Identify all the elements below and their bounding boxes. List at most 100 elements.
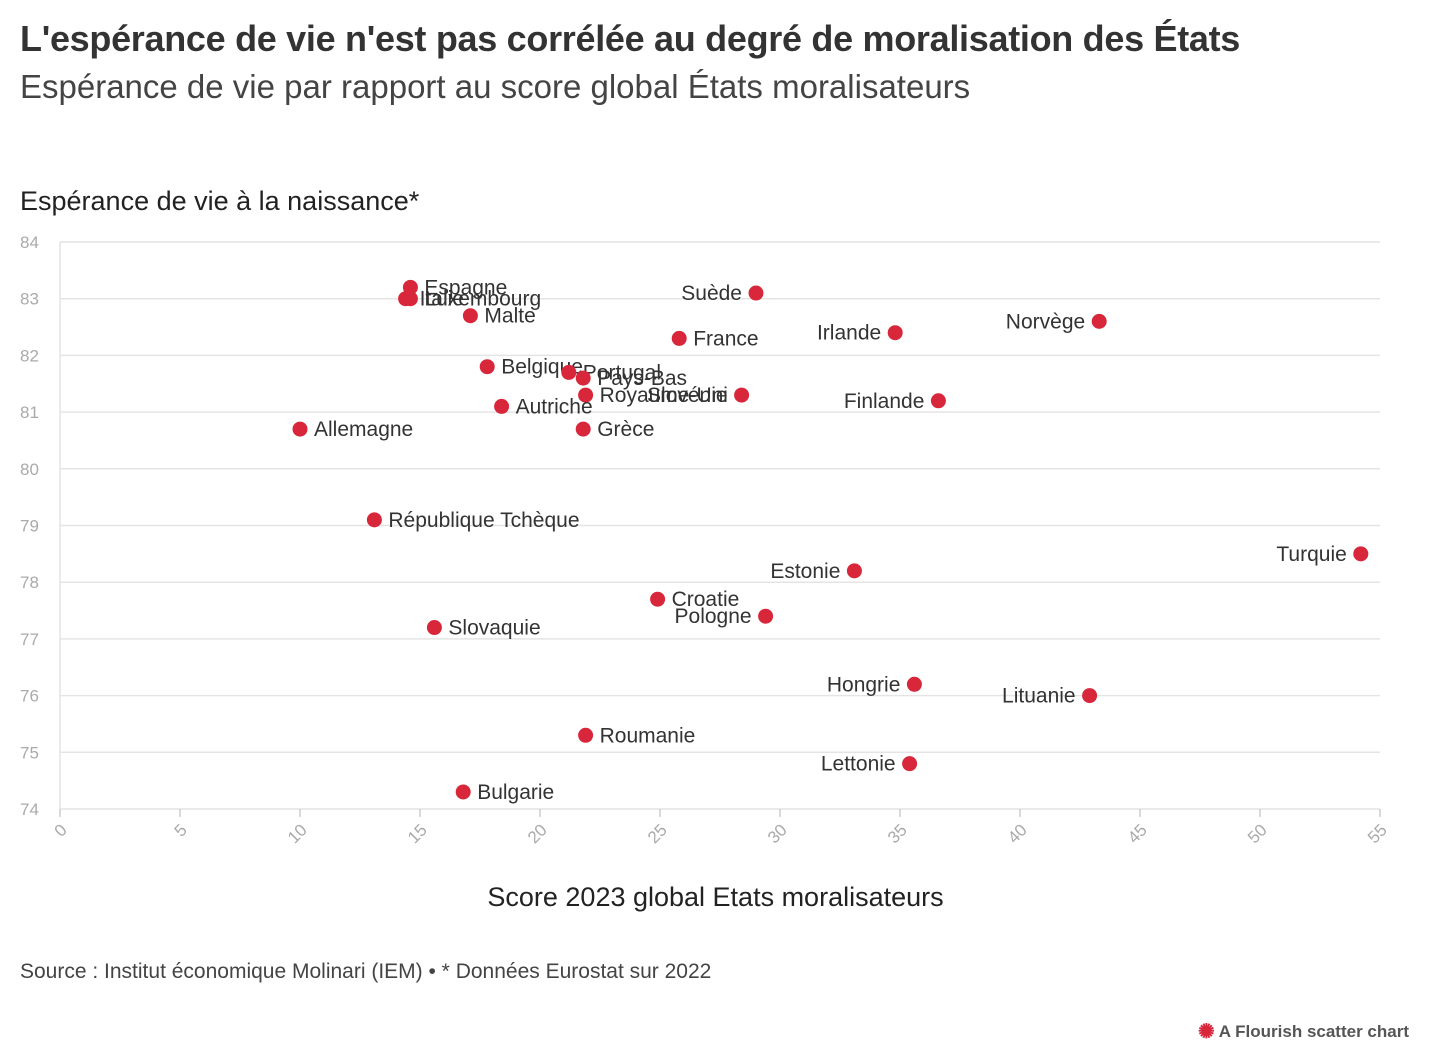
point-label: Croatie xyxy=(672,588,740,611)
x-tick-label: 55 xyxy=(1364,820,1391,847)
point-label: Luxembourg xyxy=(424,288,541,311)
point-marker[interactable] xyxy=(426,620,442,636)
scatter-point[interactable]: Slovaquie xyxy=(426,617,541,640)
point-label: Espagne xyxy=(424,276,507,299)
scatter-point[interactable]: Espagne xyxy=(402,276,507,299)
grid-lines xyxy=(60,241,1380,810)
source-note: Source : Institut économique Molinari (I… xyxy=(20,960,712,983)
scatter-point[interactable]: Estonie xyxy=(770,560,862,583)
point-marker[interactable] xyxy=(479,359,495,375)
point-marker[interactable] xyxy=(292,421,308,437)
x-tick-label: 50 xyxy=(1244,820,1271,847)
y-tick-label: 79 xyxy=(20,517,39,536)
point-marker[interactable] xyxy=(455,784,471,800)
y-tick-label: 84 xyxy=(20,233,39,252)
point-label: Pologne xyxy=(675,605,752,628)
scatter-point[interactable]: Turquie xyxy=(1276,543,1369,566)
point-marker[interactable] xyxy=(578,387,594,403)
point-label: Bulgarie xyxy=(477,781,554,804)
y-tick-label: 83 xyxy=(20,290,39,309)
x-tick-label: 30 xyxy=(764,820,791,847)
point-label: France xyxy=(693,327,758,350)
chart-subtitle: Espérance de vie par rapport au score gl… xyxy=(20,68,971,105)
point-marker[interactable] xyxy=(402,291,418,307)
x-tick-label: 5 xyxy=(171,820,191,840)
point-label: Italie xyxy=(420,288,464,311)
scatter-point[interactable]: Royaume-Uni xyxy=(578,384,728,407)
y-tick-label: 75 xyxy=(20,743,39,762)
x-tick-label: 0 xyxy=(51,820,71,840)
y-tick-label: 77 xyxy=(20,630,39,649)
axes: 74 75 76 77 78 79 80 81 82 83 84 0 5 10 15 20 25 30 35 40 45… xyxy=(20,233,1391,847)
scatter-point[interactable]: Slovénie xyxy=(647,384,750,407)
scatter-point[interactable]: Malte xyxy=(462,305,536,328)
scatter-point[interactable]: Lettonie xyxy=(821,753,918,776)
point-marker[interactable] xyxy=(561,364,577,380)
point-marker[interactable] xyxy=(1353,546,1369,562)
flourish-credit[interactable]: ✺ A Flourish scatter chart xyxy=(1198,1022,1409,1042)
scatter-point[interactable]: Hongrie xyxy=(827,673,922,696)
scatter-point[interactable]: Norvège xyxy=(1006,310,1107,333)
scatter-point[interactable]: Luxembourg xyxy=(402,288,541,311)
flourish-credit-label: A Flourish scatter chart xyxy=(1218,1022,1409,1041)
scatter-point[interactable]: Pays-Bas xyxy=(575,367,687,390)
point-marker[interactable] xyxy=(906,676,922,692)
scatter-point[interactable]: Autriche xyxy=(494,395,593,418)
y-tick-label: 80 xyxy=(20,460,39,479)
point-marker[interactable] xyxy=(494,398,510,414)
scatter-point[interactable]: Irlande xyxy=(817,322,903,345)
y-tick-label: 74 xyxy=(20,800,39,819)
point-label: Hongrie xyxy=(827,673,901,696)
x-tick-label: 20 xyxy=(524,820,551,847)
point-marker[interactable] xyxy=(758,608,774,624)
point-marker[interactable] xyxy=(671,330,687,346)
point-label: Pays-Bas xyxy=(597,367,687,390)
point-label: Norvège xyxy=(1006,310,1085,333)
scatter-point[interactable]: Bulgarie xyxy=(455,781,555,804)
point-marker[interactable] xyxy=(462,308,478,324)
point-label: République Tchèque xyxy=(388,509,579,532)
scatter-plot: 74 75 76 77 78 79 80 81 82 83 84 0 5 10 15 20 25 30 35 40 45… xyxy=(20,233,1391,847)
scatter-point[interactable]: France xyxy=(671,327,759,350)
point-marker[interactable] xyxy=(650,591,666,607)
point-label: Grèce xyxy=(597,418,654,441)
point-marker[interactable] xyxy=(902,756,918,772)
scatter-point[interactable]: Portugal xyxy=(561,361,661,384)
point-marker[interactable] xyxy=(578,727,594,743)
x-tick-label: 25 xyxy=(644,820,671,847)
point-marker[interactable] xyxy=(748,285,764,301)
scatter-point[interactable]: Croatie xyxy=(650,588,739,611)
point-marker[interactable] xyxy=(1091,313,1107,329)
y-tick-label: 76 xyxy=(20,687,39,706)
scatter-point[interactable]: Grèce xyxy=(575,418,655,441)
point-marker[interactable] xyxy=(575,370,591,386)
chart-title: L'espérance de vie n'est pas corrélée au… xyxy=(20,18,1241,59)
flourish-logo-icon: ✺ xyxy=(1198,1021,1215,1043)
point-label: Suède xyxy=(681,282,742,305)
point-marker[interactable] xyxy=(734,387,750,403)
point-label: Malte xyxy=(484,305,535,328)
scatter-point[interactable]: Pologne xyxy=(675,605,774,628)
point-marker[interactable] xyxy=(1082,688,1098,704)
scatter-point[interactable]: Finlande xyxy=(844,390,946,413)
scatter-point[interactable]: Allemagne xyxy=(292,418,414,441)
point-marker[interactable] xyxy=(366,512,382,528)
point-marker[interactable] xyxy=(887,325,903,341)
scatter-point[interactable]: Lituanie xyxy=(1002,685,1098,708)
point-marker[interactable] xyxy=(846,563,862,579)
scatter-point[interactable]: Suède xyxy=(681,282,764,305)
point-marker[interactable] xyxy=(402,279,418,295)
point-label: Finlande xyxy=(844,390,925,413)
point-label: Slovénie xyxy=(647,384,728,407)
point-label: Lettonie xyxy=(821,753,896,776)
point-label: Portugal xyxy=(583,361,661,384)
y-tick-label: 82 xyxy=(20,346,39,365)
x-tick-label: 15 xyxy=(404,820,431,847)
scatter-point[interactable]: République Tchèque xyxy=(366,509,580,532)
x-axis-label: Score 2023 global Etats moralisateurs xyxy=(487,882,944,912)
scatter-point[interactable]: Roumanie xyxy=(578,724,695,747)
point-label: Lituanie xyxy=(1002,685,1076,708)
point-marker[interactable] xyxy=(575,421,591,437)
point-marker[interactable] xyxy=(930,393,946,409)
